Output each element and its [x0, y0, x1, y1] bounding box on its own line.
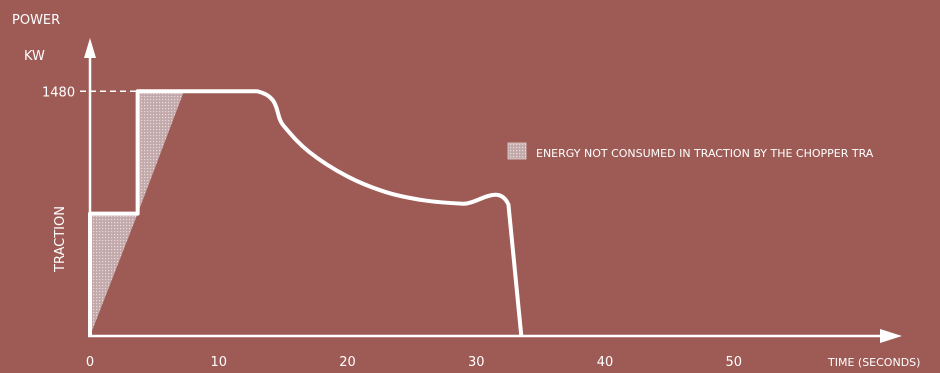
shaded-region-0 [90, 213, 138, 336]
x-tick-label: 30 [468, 355, 485, 370]
x-tick-label: 50 [725, 355, 742, 370]
legend-label: ENERGY NOT CONSUMED IN TRACTION BY THE C… [536, 147, 874, 160]
legend: ENERGY NOT CONSUMED IN TRACTION BY THE C… [507, 142, 874, 160]
y-tick-labels: 1480 [42, 85, 75, 100]
shaded-region-1 [137, 91, 184, 214]
x-tick-label: 40 [597, 355, 614, 370]
power-series-line [88, 89, 524, 337]
x-tick-label: 0 [86, 355, 94, 370]
y-axis-label-top: POWER [12, 13, 60, 28]
x-axis-arrow [880, 329, 902, 343]
x-axis-label: TIME (SECONDS) [827, 356, 920, 369]
shaded-regions [90, 91, 184, 336]
legend-swatch [507, 142, 527, 160]
x-tick-label: 10 [210, 355, 227, 370]
y-axis-label-unit: KW [24, 49, 45, 64]
y-axis-label-side: TRACTION [53, 206, 68, 273]
y-tick-label: 1480 [42, 85, 75, 100]
x-tick-labels: 0 10 20 30 40 50 [86, 355, 742, 370]
y-axis-arrow [84, 38, 96, 58]
x-tick-label: 20 [339, 355, 356, 370]
